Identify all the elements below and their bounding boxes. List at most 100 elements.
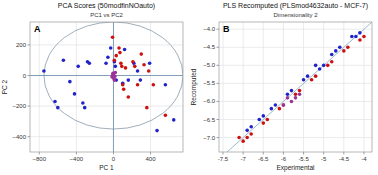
point [164,113,168,117]
series [42,46,175,132]
point [298,89,302,93]
point [322,64,326,68]
point [53,100,57,104]
grid-line [263,22,264,152]
tick-label: −400 [70,156,84,162]
tick-mark [28,106,31,107]
grid-line [39,22,40,152]
point [136,69,140,73]
tick-label: −5.0 [203,62,216,68]
point [298,92,302,96]
tick-label: −200 [12,103,26,109]
tick-mark [39,152,40,155]
series [110,71,117,82]
subtitle: PC1 vs PC2 [90,12,123,18]
point [121,83,125,87]
tick-label: -7 [240,156,246,162]
tick-mark [113,152,114,155]
tick-mark [28,44,31,45]
title: PCA Scores (50modfinNOauto) [58,2,155,10]
plot-frame [219,22,372,152]
point [120,65,124,69]
point [122,87,126,91]
point [354,35,358,39]
series [245,31,361,132]
grid-line [343,22,344,152]
point [114,65,118,69]
tick-mark [303,152,304,155]
series [111,35,167,117]
point [42,69,46,73]
point [113,78,117,82]
tick-label: -4 [361,156,367,162]
tick-label: −4.5 [203,44,216,50]
tick-mark [217,65,220,66]
data-layer [30,22,183,152]
tick-mark [263,152,264,155]
plot-area [30,22,183,152]
tick-mark [343,152,344,155]
point [104,61,108,65]
tick-mark [217,101,220,102]
point [314,64,318,68]
y-axis-label: PC 2 [1,79,8,94]
point [139,52,143,56]
tick-label: -5 [321,156,327,162]
point [109,46,113,50]
point [306,74,310,78]
point [302,78,306,82]
grid-line [113,22,114,152]
grid-line [219,29,372,30]
point [257,118,261,122]
tick-mark [217,119,220,120]
point [133,65,137,69]
point [261,121,265,125]
point [73,92,77,96]
panel: −800−4000400−400−2000200PCA Scores (50mo… [1,2,183,171]
point [88,61,92,65]
grid-line [363,22,364,152]
tick-mark [217,29,220,30]
point [123,48,127,52]
grid-line [150,22,151,152]
point [83,106,87,110]
point [358,38,362,42]
point [286,96,290,100]
tick-mark [363,152,364,155]
point [126,78,130,82]
point [318,67,322,71]
point [245,136,249,140]
series [237,35,365,143]
point [245,129,249,133]
point [237,136,241,140]
point [282,103,286,107]
tick-label: 0 [112,156,116,162]
tick-mark [217,137,220,138]
point [142,63,146,67]
point [114,71,118,75]
point [261,114,265,118]
grid-line [223,22,224,152]
x-axis-label: Experimental [277,164,315,172]
point [124,66,128,70]
point [270,107,274,111]
tick-mark [28,75,31,76]
point [249,132,253,136]
tick-mark [243,152,244,155]
point [81,101,85,105]
zero-line [30,75,183,76]
diagonal-line [219,22,372,152]
point [68,80,72,84]
grid-line [303,22,304,152]
tick-mark [223,152,224,155]
point [290,89,294,93]
point [294,92,298,96]
tick-mark [283,152,284,155]
tick-label: −5.5 [203,80,216,86]
point [310,78,314,82]
point [147,69,151,73]
point [148,61,152,65]
tick-mark [217,47,220,48]
tick-label: −6.0 [203,98,216,104]
point [136,83,140,87]
